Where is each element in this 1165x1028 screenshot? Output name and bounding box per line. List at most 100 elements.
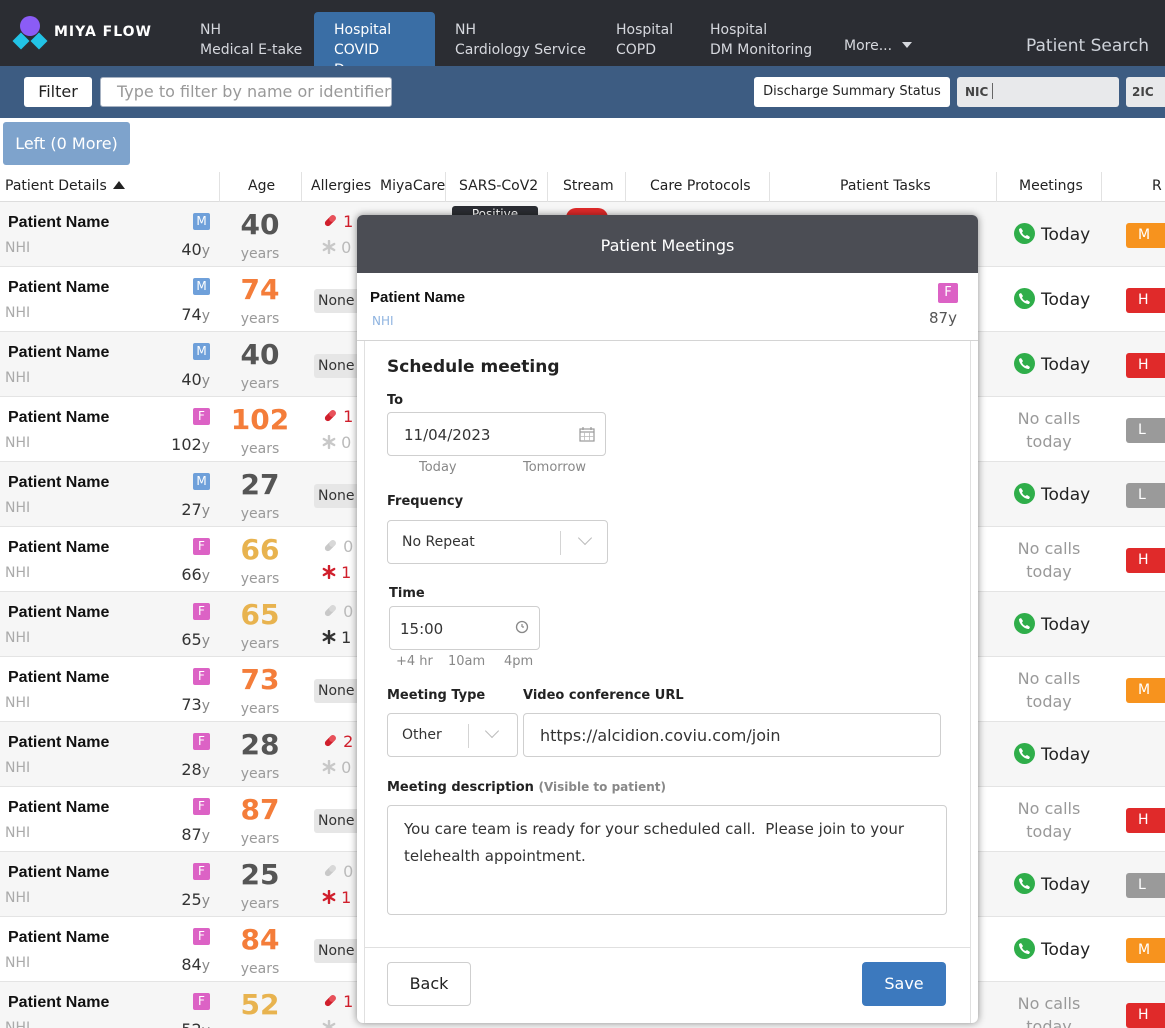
age-short-value: 74 (181, 305, 202, 324)
age-value: 66 (240, 533, 280, 566)
filter-button[interactable]: Filter (24, 77, 92, 107)
patient-age-short: 102y (171, 435, 210, 454)
meeting-label: Today (1041, 875, 1091, 895)
sex-badge: F (193, 928, 210, 945)
time-input[interactable]: 15:00 (389, 606, 540, 650)
patient-nhi: NHI (5, 890, 31, 906)
to-date-input[interactable]: 11/04/2023 (387, 412, 606, 456)
discharge-summary-status-button[interactable]: Discharge Summary Status (754, 77, 950, 107)
patient-age-short: 73y (181, 695, 210, 714)
age-value: 52 (240, 988, 280, 1021)
nav-tab-medical-etake[interactable]: NH Medical E-take (180, 12, 322, 66)
sex-badge: F (193, 538, 210, 555)
risk-badge: L (1126, 483, 1165, 508)
save-button[interactable]: Save (862, 962, 946, 1006)
top-nav: MIYA FLOW NH Medical E-take Hospital COV… (0, 0, 1165, 78)
risk-badge: H (1126, 288, 1165, 313)
back-button[interactable]: Back (387, 962, 471, 1006)
patient-nhi: NHI (5, 500, 31, 516)
meeting-today[interactable]: Today (1014, 613, 1090, 635)
age-unit: y (201, 243, 210, 259)
video-url-label: Video conference URL (523, 688, 684, 703)
meeting-today[interactable]: Today (1014, 873, 1090, 895)
col-allergies[interactable]: Allergies (311, 178, 372, 194)
col-age[interactable]: Age (248, 178, 276, 194)
sex-badge: M (193, 343, 210, 360)
patient-search-link[interactable]: Patient Search (1026, 36, 1150, 56)
quick-time-10am[interactable]: 10am (448, 654, 486, 669)
sex-badge: F (193, 798, 210, 815)
filter-input[interactable]: Type to filter by name or identifier (100, 77, 392, 107)
age-short-value: 87 (181, 825, 202, 844)
phone-icon (1014, 223, 1035, 244)
pill-icon (322, 537, 338, 556)
nav-tab-cardiology[interactable]: NH Cardiology Service (435, 12, 606, 66)
age-short-value: 102 (171, 435, 202, 454)
meeting-today[interactable]: Today (1014, 938, 1090, 960)
meeting-description-textarea[interactable]: You care team is ready for your schedule… (387, 805, 947, 915)
no-calls-line2: today (1026, 562, 1072, 581)
no-calls-today: No calls today (997, 992, 1101, 1028)
more-tabs-dropdown[interactable]: More... (844, 38, 913, 54)
quick-time-4pm[interactable]: 4pm (504, 654, 534, 669)
age-value: 40 (240, 338, 280, 371)
col-miyacare[interactable]: MiyaCare (380, 178, 446, 194)
patient-name: Patient Name (8, 214, 110, 231)
col-r[interactable]: R (1152, 178, 1162, 194)
patient-name: Patient Name (8, 539, 110, 556)
col-care-protocols[interactable]: Care Protocols (650, 178, 751, 194)
meeting-label: Today (1041, 745, 1091, 765)
chevron-down-icon (577, 530, 593, 546)
frequency-select[interactable]: No Repeat (387, 520, 608, 564)
age-value: 84 (240, 923, 280, 956)
sex-badge: M (193, 473, 210, 490)
pill-icon (322, 602, 338, 621)
pill-icon (322, 862, 338, 881)
no-calls-line2: today (1026, 432, 1072, 451)
risk-badge: M (1126, 223, 1165, 248)
asterisk-icon (322, 1018, 336, 1028)
allergy-count: 2 (343, 732, 354, 751)
nav-tab-line1: Hospital (334, 22, 392, 38)
nav-tab-dm-monitoring[interactable]: Hospital DM Monitoring (690, 12, 832, 66)
quick-date-tomorrow[interactable]: Tomorrow (523, 460, 587, 475)
age-unit: y (201, 373, 210, 389)
patient-name: Patient Name (8, 409, 110, 426)
brand-name: MIYA FLOW (54, 24, 152, 40)
col-patient-details[interactable]: Patient Details (5, 178, 125, 194)
video-url-input[interactable]: https://alcidion.coviu.com/join (523, 713, 941, 757)
age-short-value: 84 (181, 955, 202, 974)
medication-allergy-count: 1 (322, 212, 353, 231)
age-unit: y (201, 438, 210, 454)
age-unit: y (201, 893, 210, 909)
col-sarscov2[interactable]: SARS-CoV2 (459, 178, 539, 194)
quick-date-today[interactable]: Today (419, 460, 457, 475)
meeting-today[interactable]: Today (1014, 743, 1090, 765)
nic-input[interactable]: NIC (957, 77, 1119, 107)
allergy-count: 1 (343, 407, 354, 426)
time-value: 15:00 (400, 620, 444, 638)
sex-badge: F (193, 603, 210, 620)
col-patient-tasks[interactable]: Patient Tasks (840, 178, 931, 194)
patient-name: Patient Name (8, 279, 110, 296)
meeting-type-select[interactable]: Other (387, 713, 518, 757)
nav-tab-covid-demo[interactable]: Hospital COVID Demo (314, 12, 435, 78)
medication-allergy-count: 2 (322, 732, 353, 751)
2ic-input[interactable]: 2IC (1126, 77, 1165, 107)
meeting-today[interactable]: Today (1014, 288, 1090, 310)
quick-time-plus4hr[interactable]: +4 hr (396, 654, 433, 669)
col-stream[interactable]: Stream (563, 178, 614, 194)
sex-badge: F (193, 733, 210, 750)
nav-tab-copd[interactable]: Hospital COPD (596, 12, 693, 66)
select-separator (468, 724, 469, 748)
meeting-today[interactable]: Today (1014, 483, 1090, 505)
meeting-today[interactable]: Today (1014, 353, 1090, 375)
meeting-today[interactable]: Today (1014, 223, 1090, 245)
patient-nhi: NHI (5, 760, 31, 776)
left-button[interactable]: Left (0 More) (3, 122, 130, 165)
allergy-count: 1 (341, 888, 352, 907)
col-meetings[interactable]: Meetings (1019, 178, 1083, 194)
schedule-meeting-form: Schedule meeting To 11/04/2023 Today Tom… (364, 341, 971, 947)
age-value: 40 (240, 208, 280, 241)
other-allergy-count: 0 (322, 238, 351, 257)
